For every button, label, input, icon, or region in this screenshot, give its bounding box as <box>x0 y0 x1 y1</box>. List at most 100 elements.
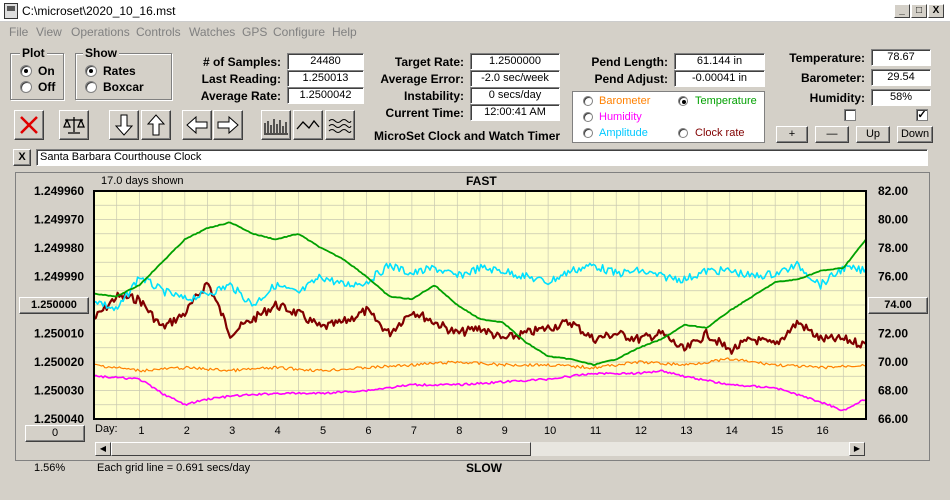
trend-view-button[interactable] <box>293 110 323 140</box>
day-tick-label: 13 <box>680 425 692 437</box>
scroll-thumb[interactable] <box>111 442 531 456</box>
scroll-left-arrow[interactable]: ◀ <box>95 442 111 456</box>
menu-help[interactable]: Help <box>332 25 357 39</box>
day-tick-label: 7 <box>411 425 417 437</box>
series-humidity <box>93 369 867 412</box>
legend-humidity-label: Humidity <box>599 111 642 123</box>
close-button[interactable]: X <box>928 4 944 18</box>
right-tick-label: 68.00 <box>878 384 908 398</box>
minimize-button[interactable]: _ <box>894 4 910 18</box>
series-amplitude <box>93 260 867 312</box>
shift-up-button[interactable] <box>141 110 171 140</box>
pend-length-value: 61.144 in <box>674 53 765 70</box>
barometer-value: 29.54 <box>871 69 931 86</box>
arrow-left-icon <box>186 115 208 135</box>
days-shown-label: 17.0 days shown <box>101 175 184 187</box>
day-tick-label: 10 <box>544 425 556 437</box>
humidity-label: Humidity: <box>809 91 865 105</box>
temperature-value: 78.67 <box>871 49 931 66</box>
plot-off-label: Off <box>38 80 56 94</box>
menu-view[interactable]: View <box>36 25 62 39</box>
clear-data-button[interactable] <box>14 110 44 140</box>
fast-label: FAST <box>466 174 497 188</box>
day-tick-label: 16 <box>816 425 828 437</box>
legend-box <box>572 91 765 143</box>
day-tick-label: 4 <box>275 425 281 437</box>
app-icon <box>4 3 18 19</box>
app-subtitle: MicroSet Clock and Watch Timer <box>374 129 561 143</box>
menu-file[interactable]: File <box>9 25 29 39</box>
plot-on-radio[interactable] <box>20 65 32 77</box>
arrow-up-icon <box>146 114 166 136</box>
show-boxcar-radio[interactable] <box>85 81 97 93</box>
env-plus-button[interactable]: + <box>776 126 808 143</box>
day-tick-label: 15 <box>771 425 783 437</box>
day-tick-label: 6 <box>365 425 371 437</box>
shift-right-button[interactable] <box>213 110 243 140</box>
window-title: C:\microset\2020_10_16.mst <box>22 4 176 18</box>
legend-humidity-radio[interactable] <box>583 112 593 122</box>
zero-button[interactable]: 0 <box>25 425 85 442</box>
show-rates-radio[interactable] <box>85 65 97 77</box>
horizontal-scrollbar[interactable]: ◀ ▶ <box>94 441 866 457</box>
env-minus-button[interactable]: — <box>815 126 849 143</box>
menu-bar: File View Operations Controls Watches GP… <box>0 22 950 42</box>
menu-configure[interactable]: Configure <box>273 25 326 39</box>
clock-name-field[interactable]: Santa Barbara Courthouse Clock <box>36 149 928 166</box>
day-tick-label: 9 <box>502 425 508 437</box>
plot-border <box>93 190 867 420</box>
menu-gps[interactable]: GPS <box>242 25 268 39</box>
legend-amplitude-label: Amplitude <box>599 127 648 139</box>
legend-temperature-radio[interactable] <box>678 96 688 106</box>
env-down-button[interactable]: Down <box>897 126 933 143</box>
env-up-button[interactable]: Up <box>856 126 890 143</box>
target-rate-label: Target Rate: <box>394 55 464 69</box>
balance-button[interactable] <box>59 110 89 140</box>
current-time-value: 12:00:41 AM <box>470 104 560 121</box>
checkbox-right[interactable]: ✓ <box>916 109 928 121</box>
shift-down-button[interactable] <box>109 110 139 140</box>
arrow-down-icon <box>114 114 134 136</box>
left-axis-button[interactable]: 1.250000 <box>19 297 89 314</box>
last-reading-label: Last Reading: <box>201 72 281 86</box>
menu-controls[interactable]: Controls <box>136 25 181 39</box>
average-rate-value: 1.2500042 <box>287 87 364 104</box>
right-tick-label: 78.00 <box>878 241 908 255</box>
series-barometer <box>93 357 867 373</box>
checkbox-left[interactable] <box>844 109 856 121</box>
right-tick-label: 82.00 <box>878 184 908 198</box>
menu-operations[interactable]: Operations <box>71 25 130 39</box>
bars-view-button[interactable] <box>261 110 291 140</box>
shift-left-button[interactable] <box>182 110 212 140</box>
left-tick-label: 1.250010 <box>34 327 84 341</box>
samples-label: # of Samples: <box>202 55 281 69</box>
clear-clock-button[interactable]: X <box>13 149 31 166</box>
right-tick-label: 66.00 <box>878 412 908 426</box>
right-tick-label: 76.00 <box>878 270 908 284</box>
right-axis-button[interactable]: 74.00 <box>868 297 928 314</box>
plot-off-radio[interactable] <box>20 81 32 93</box>
legend-amplitude-radio[interactable] <box>583 128 593 138</box>
day-tick-label: 11 <box>590 425 601 437</box>
day-axis-label: Day: <box>95 423 118 435</box>
red-x-icon <box>20 116 38 134</box>
current-time-label: Current Time: <box>385 106 464 120</box>
left-tick-label: 1.249970 <box>34 213 84 227</box>
maximize-button[interactable]: □ <box>911 4 927 18</box>
scroll-right-arrow[interactable]: ▶ <box>849 442 865 456</box>
noise-view-button[interactable] <box>325 110 355 140</box>
legend-barometer-radio[interactable] <box>583 96 593 106</box>
wave-icon <box>296 119 320 130</box>
left-tick-label: 1.250040 <box>34 412 84 426</box>
menu-watches[interactable]: Watches <box>189 25 236 39</box>
plot-on-label: On <box>38 64 55 78</box>
average-error-label: Average Error: <box>380 72 464 86</box>
show-group-title: Show <box>83 46 119 60</box>
series-temperature <box>93 221 867 367</box>
legend-temperature-label: Temperature <box>695 95 757 107</box>
instability-label: Instability: <box>403 89 464 103</box>
right-tick-label: 72.00 <box>878 327 908 341</box>
legend-clock-rate-radio[interactable] <box>678 128 688 138</box>
squiggle-icon <box>328 119 352 133</box>
